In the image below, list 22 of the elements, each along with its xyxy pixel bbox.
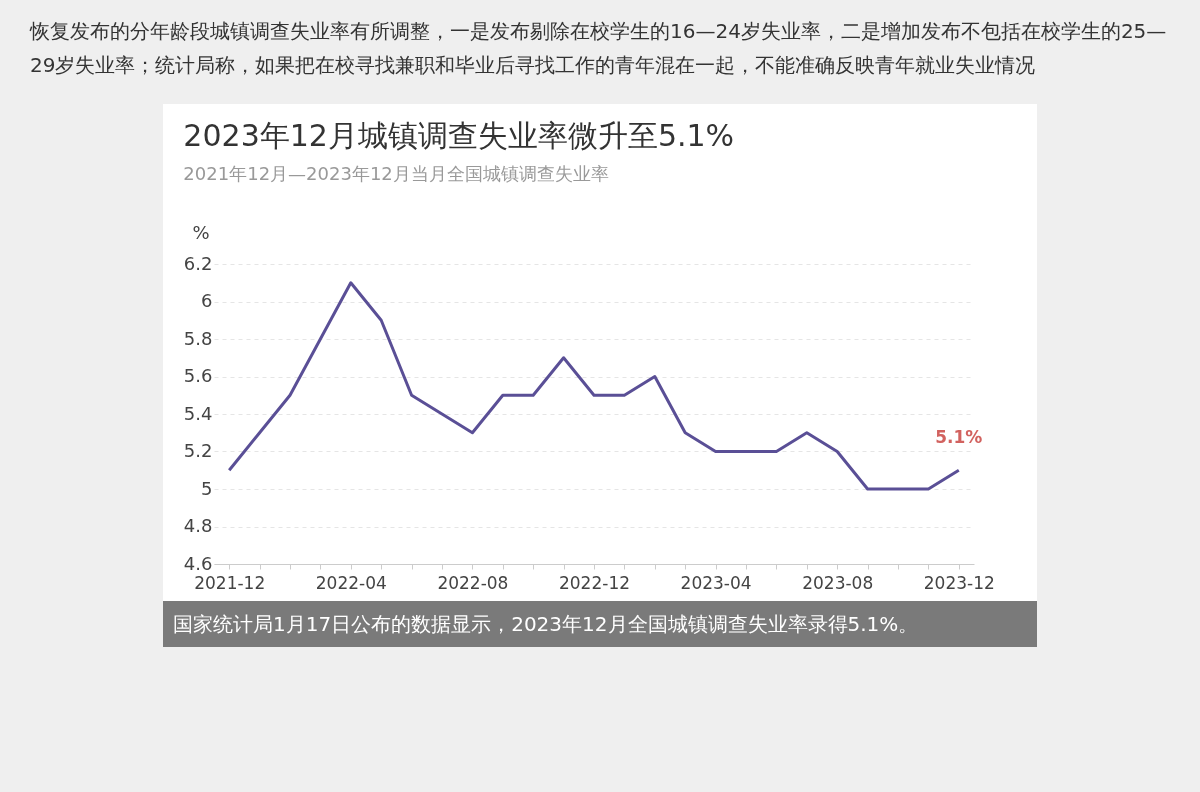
y-tick-label: 6.2 — [183, 252, 213, 274]
x-tick-label: 2022-08 — [437, 572, 509, 593]
y-tick-label: 5.6 — [183, 365, 213, 386]
x-tick-label: 2023-08 — [802, 572, 874, 593]
y-tick-label: 5.4 — [183, 402, 213, 424]
x-tick-label: 2022-04 — [315, 572, 387, 593]
x-tick-label: 2023-12 — [923, 572, 995, 593]
text: 恢复发布的分年龄段城镇调查失业率有所调整，一是发布剔除在校学生的16—24岁失业率，二是增加发布不包括在校学生的25—29岁失业率；统计局称，如果把在校寻找兼职和毕业后寻找工作的青年混在一起，不能准确反映青年就业失业情况 — [28, 18, 1168, 79]
y-tick-label: 5.2 — [183, 440, 213, 461]
x-tick-label: 2021-12 — [194, 572, 266, 593]
data-label: 5.1% — [935, 427, 983, 448]
y-tick-label: 5 — [201, 477, 213, 499]
text: 国家统计局1月17日公布的数据显示，2023年12月全国城镇调查失业率录得5.1%。 — [163, 601, 1037, 647]
x-tick-label: 2022-12 — [558, 572, 631, 593]
chart-title: 2023年12月城镇调查失业率微升至5.1% — [183, 118, 735, 153]
y-tick-label: 5.8 — [183, 327, 213, 349]
y-tick-label: 4.8 — [183, 515, 213, 536]
x-tick-label: 2023-04 — [680, 572, 752, 593]
y-tick-label: 6 — [201, 290, 213, 311]
chart-subtitle: 2021年12月—2023年12月当月全国城镇调查失业率 — [183, 163, 609, 184]
y-tick-label: 4.6 — [183, 552, 213, 574]
y-axis-title: % — [192, 221, 210, 243]
